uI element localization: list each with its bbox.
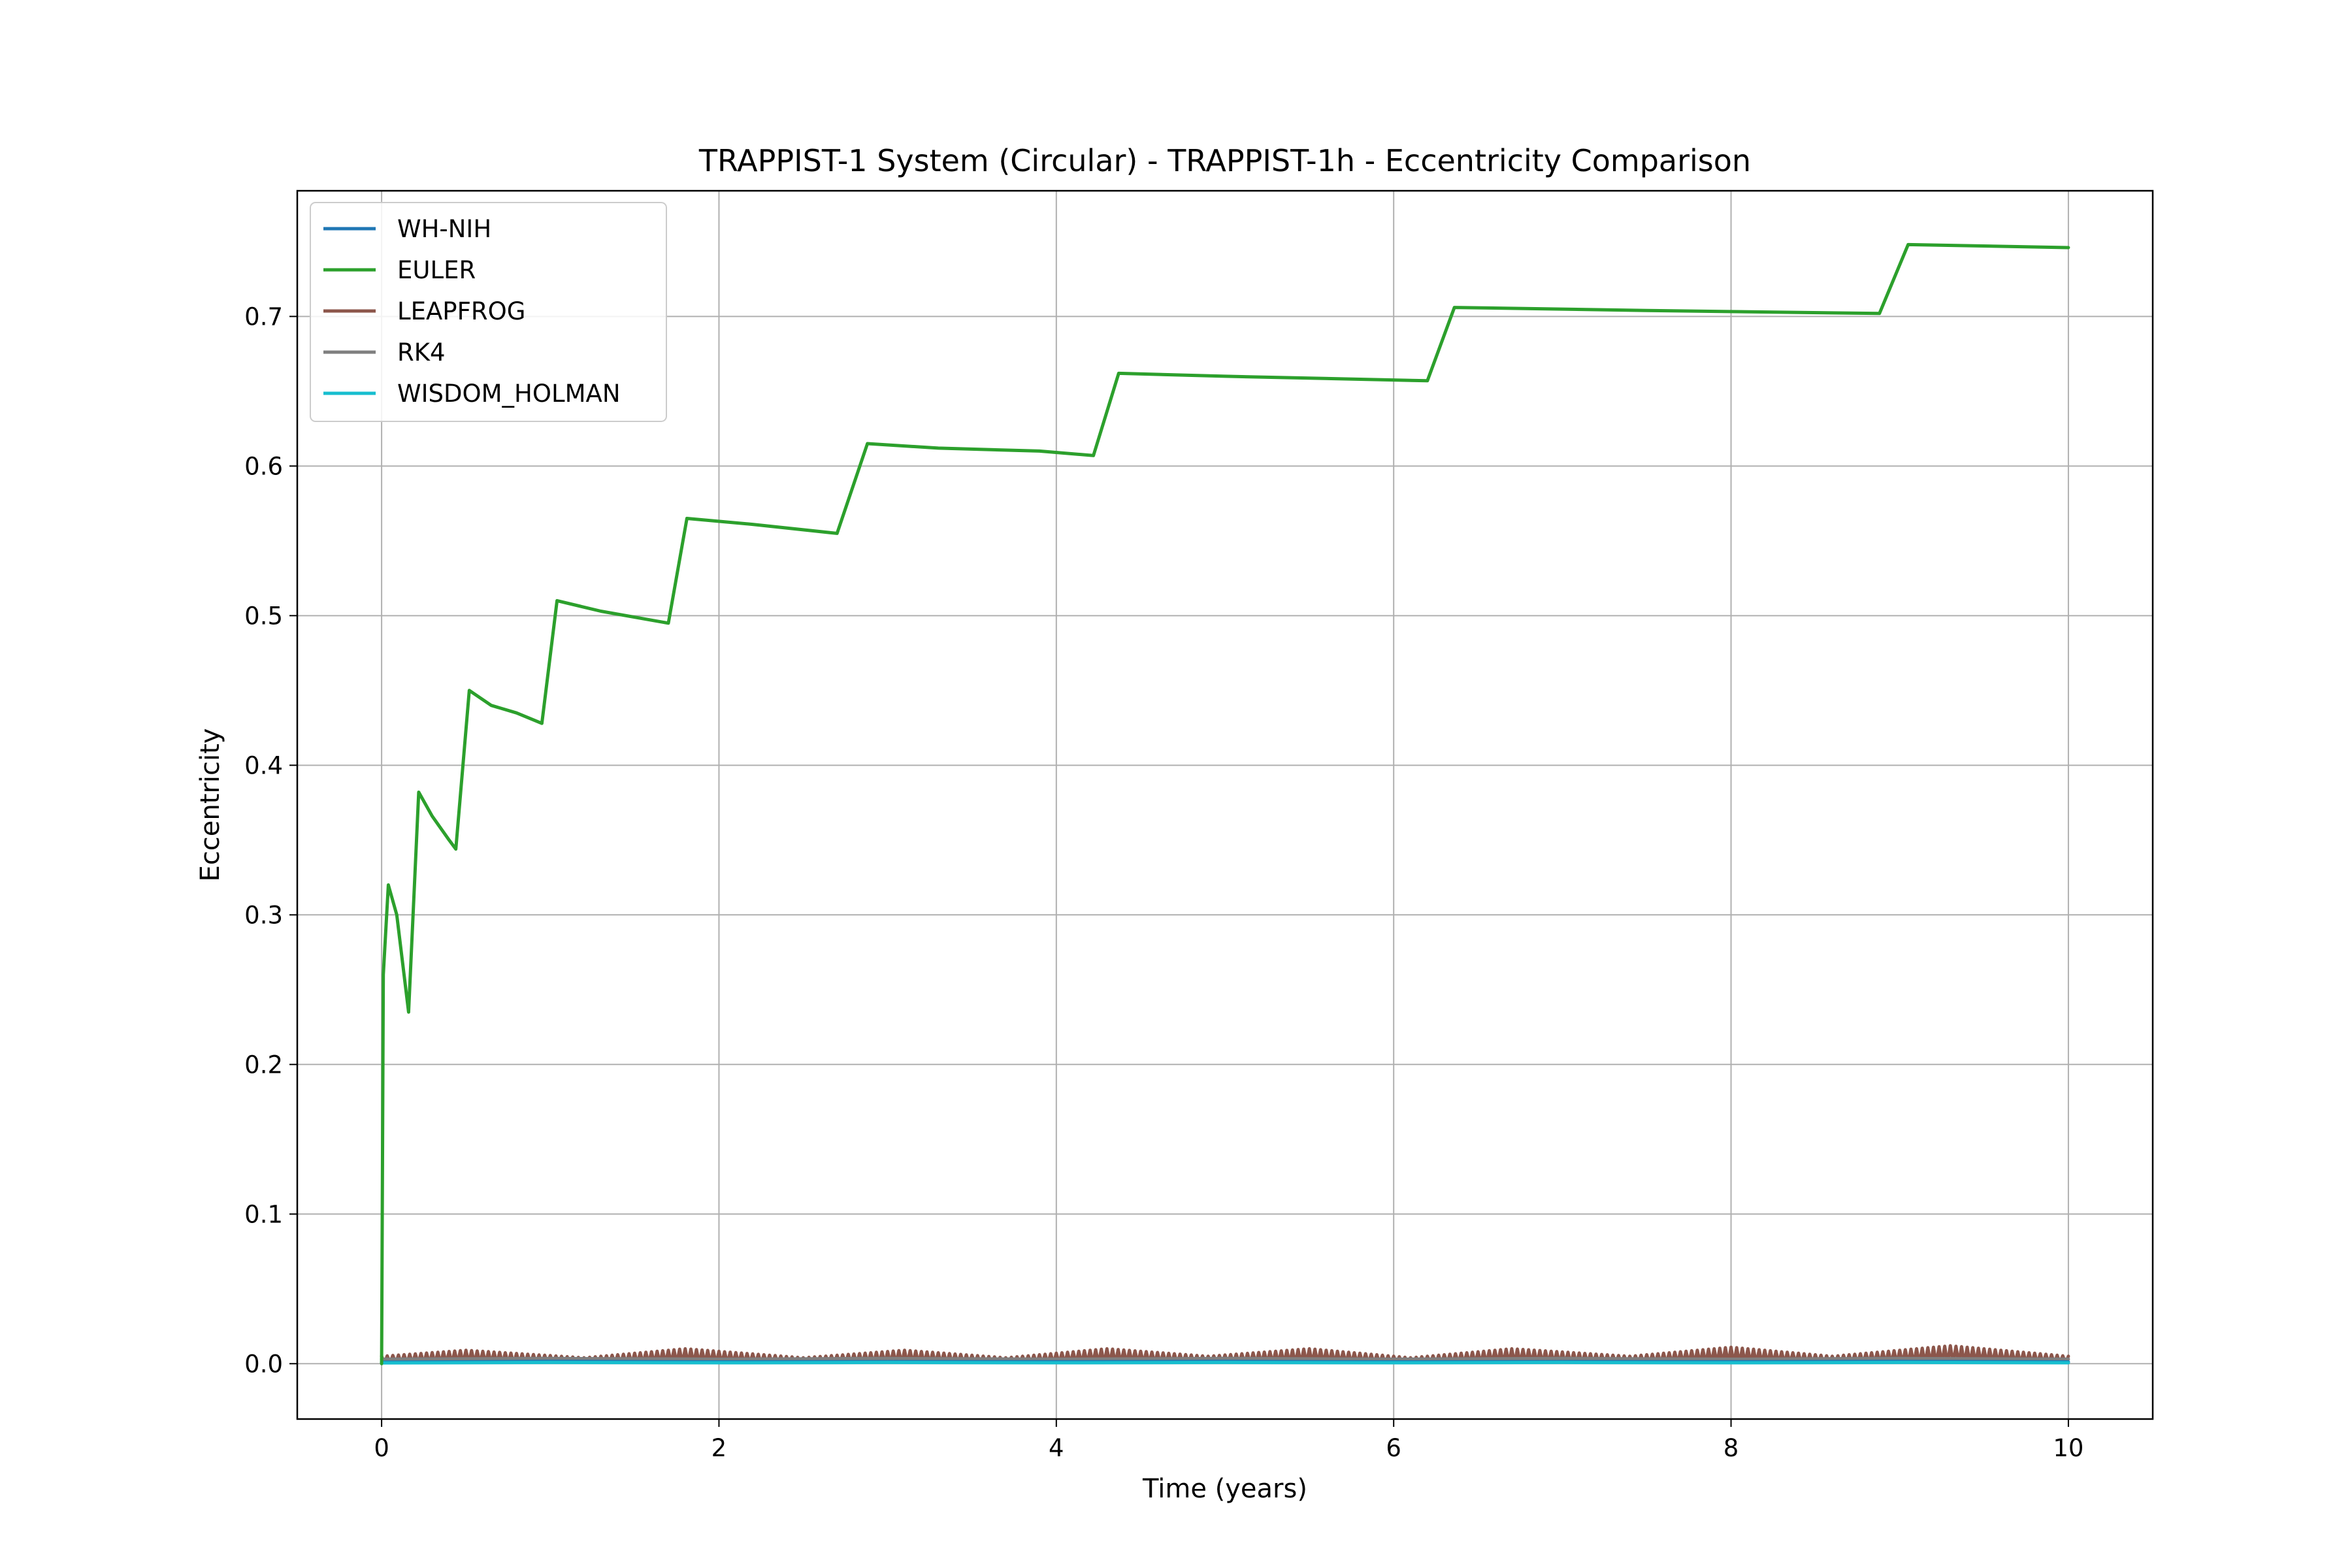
series-line-euler — [380, 242, 2070, 1365]
y-tick-label: 0.0 — [244, 1350, 283, 1378]
legend: WH-NIH EULER LEAPFROG RK4 WISDOM_HOLMAN — [310, 202, 667, 422]
series-line-wisdom_holman — [380, 1360, 2070, 1365]
series-lines — [380, 242, 2070, 1365]
y-tick-label: 0.2 — [244, 1051, 283, 1079]
legend-box — [310, 202, 667, 422]
series-line-rk4 — [380, 1356, 2070, 1361]
x-tick-label: 2 — [711, 1434, 727, 1462]
plot-frame — [296, 189, 2154, 1420]
x-axis-label: Time (years) — [1142, 1474, 1307, 1504]
chart-title: TRAPPIST-1 System (Circular) - TRAPPIST-… — [698, 143, 1751, 178]
y-tick-label: 0.5 — [244, 602, 283, 630]
y-tick-label: 0.4 — [244, 751, 283, 779]
y-tick-label: 0.3 — [244, 901, 283, 929]
x-tick-label: 10 — [2053, 1434, 2083, 1462]
legend-label: EULER — [397, 256, 476, 284]
legend-label: WH-NIH — [397, 215, 491, 243]
y-tick-label: 0.6 — [244, 452, 283, 480]
legend-label: WISDOM_HOLMAN — [397, 380, 621, 408]
x-tick-label: 4 — [1049, 1434, 1064, 1462]
grid-lines — [297, 191, 2153, 1419]
y-tick-label: 0.7 — [244, 302, 283, 331]
y-tick-label: 0.1 — [244, 1200, 283, 1228]
series-line-leapfrog — [380, 1344, 2070, 1364]
legend-label: LEAPFROG — [397, 297, 525, 325]
axis-ticks: 0 2 4 6 8 10 0.0 0.1 0.2 0.3 0.4 0.5 0.6 0.7 — [244, 302, 2083, 1462]
x-tick-label: 0 — [374, 1434, 389, 1462]
x-tick-label: 8 — [1723, 1434, 1739, 1462]
legend-label: RK4 — [397, 338, 446, 367]
y-axis-label: Eccentricity — [195, 728, 225, 882]
x-tick-label: 6 — [1386, 1434, 1401, 1462]
